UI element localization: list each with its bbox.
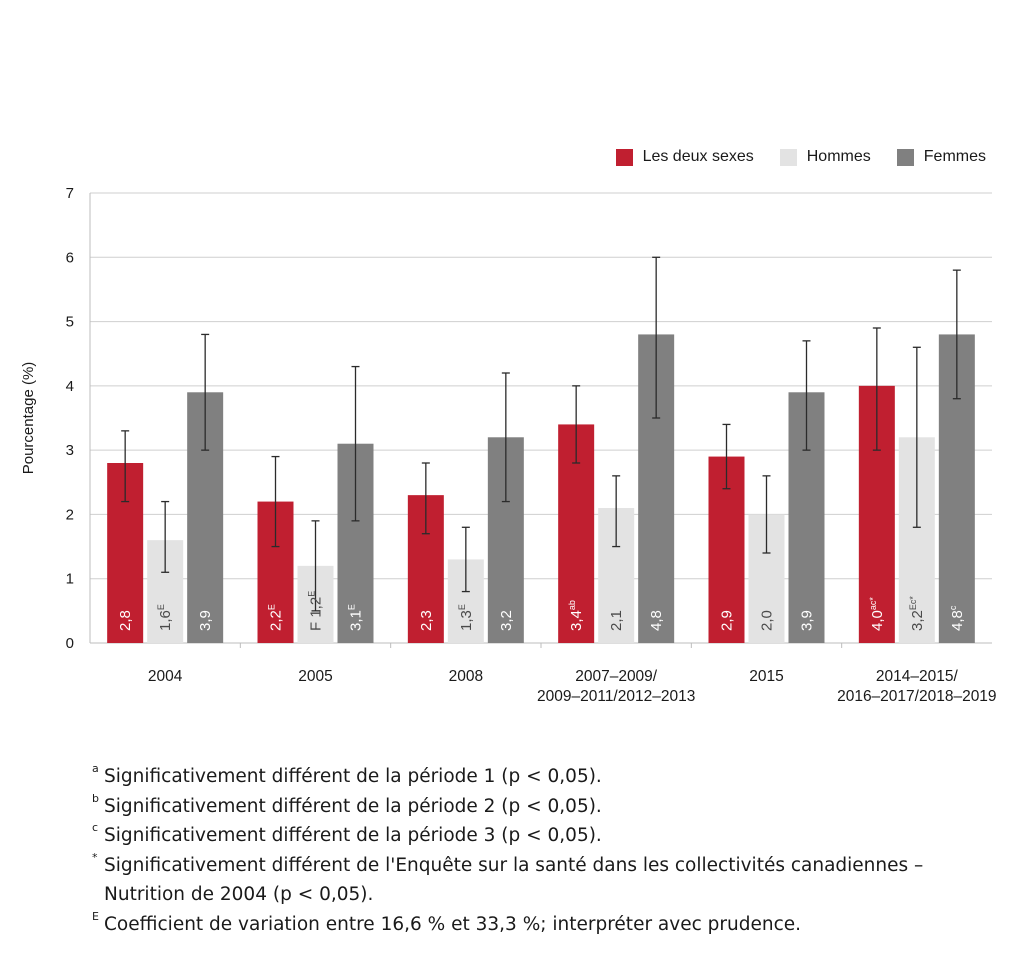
footnote-text: Significativement différent de la périod… <box>104 825 602 846</box>
x-tick-label: 2015 <box>749 668 783 685</box>
data-label: 3,4ab <box>567 600 585 631</box>
data-label-value: 2,8 <box>117 610 134 631</box>
x-tick-label: 2008 <box>449 668 483 685</box>
legend: Les deux sexes Hommes Femmes <box>615 148 986 166</box>
y-tick-label: 4 <box>66 378 74 395</box>
footnote-mark: E <box>92 909 99 923</box>
data-label: 3,2Ec* <box>908 596 926 631</box>
data-label: 4,0ac* <box>868 597 886 631</box>
data-label: 2,3 <box>418 610 435 631</box>
data-label: 1,3E <box>457 604 475 631</box>
data-label-value: 4,8 <box>949 610 966 631</box>
footnote-text: Significativement différent de la périod… <box>104 766 602 787</box>
footnote-b: b Significativement différent de la pério… <box>92 792 992 822</box>
x-tick-label: 2004 <box>148 668 183 685</box>
x-tick-label: 2005 <box>298 668 332 685</box>
data-label-value: 3,2 <box>909 610 926 631</box>
footnote-mark: b <box>92 791 99 805</box>
data-label-value: 3,4 <box>568 610 585 631</box>
data-label-mark: E <box>267 604 277 610</box>
footnote-mark: a <box>92 762 99 775</box>
data-label: 1,6E <box>156 604 174 631</box>
data-label: 2,9 <box>719 610 736 631</box>
data-label-value: 1,6 <box>157 610 174 631</box>
data-label-value: 4,8 <box>648 610 665 631</box>
data-label: 3,2 <box>498 610 515 631</box>
data-label-value: 3,2 <box>498 610 515 631</box>
x-tick-label: 2016–2017/2018–2019 <box>837 688 996 705</box>
legend-label-both: Les deux sexes <box>642 148 754 165</box>
data-label: 2,2E <box>267 604 285 631</box>
footnote-text: Coefficient de variation entre 16,6 % et… <box>104 913 802 935</box>
legend-item-men: Hommes <box>779 148 871 166</box>
data-label: 3,9 <box>799 610 816 631</box>
y-tick-label: 1 <box>66 571 74 588</box>
data-label-mark: E <box>347 604 357 610</box>
data-label-value: 2,9 <box>719 610 736 631</box>
y-tick-label: 6 <box>66 249 74 266</box>
data-label: 3,9 <box>197 610 214 631</box>
footnote-e: E Coefficient de variation entre 16,6 % e… <box>92 910 992 940</box>
legend-item-both: Les deux sexes <box>615 148 754 166</box>
data-label-mark: ab <box>567 600 577 610</box>
x-tick-label: 2009–2011/2012–2013 <box>537 688 695 705</box>
y-tick-label: 5 <box>66 314 74 331</box>
data-label-value: 2,1 <box>608 610 625 631</box>
footnotes: a Significativement différent de la pério… <box>92 762 992 939</box>
data-label-value: 3,9 <box>197 610 214 631</box>
legend-swatch-men <box>779 148 797 166</box>
footnote-c: c Significativement différent de la pério… <box>92 821 992 851</box>
data-label: 2,8 <box>117 610 134 631</box>
data-label-value: 4,0 <box>869 610 886 631</box>
legend-swatch-women <box>896 148 914 166</box>
data-label-mark: E <box>457 604 467 610</box>
y-tick-label: 7 <box>66 185 74 202</box>
footnote-a: a Significativement différent de la pério… <box>92 762 992 792</box>
data-label: F 1,2E <box>307 591 325 631</box>
data-label: 2,1 <box>608 610 625 631</box>
y-tick-label: 2 <box>66 506 74 523</box>
x-tick-label: 2014–2015/ <box>876 668 959 685</box>
footnote-star: * Significativement différent de l'Enquêt… <box>92 851 992 910</box>
footnote-text: Significativement différent de la périod… <box>104 795 602 817</box>
y-tick-label: 0 <box>66 635 74 652</box>
data-label-value: 2,2 <box>268 610 285 631</box>
y-tick-label: 3 <box>66 442 74 459</box>
footnote-mark: c <box>92 821 99 834</box>
data-label: 3,1E <box>347 604 365 631</box>
legend-item-women: Femmes <box>896 148 986 166</box>
data-label-value: 3,1 <box>348 610 365 631</box>
legend-swatch-both <box>615 148 633 166</box>
x-tick-label: 2007–2009/ <box>575 668 658 685</box>
data-label-mark: ac* <box>868 597 878 611</box>
footnote-mark: * <box>92 850 98 864</box>
data-label-mark: E <box>307 591 317 597</box>
data-label-value: 1,2 <box>308 597 325 618</box>
data-label-prefix: F <box>308 618 325 631</box>
legend-label-women: Femmes <box>923 148 986 165</box>
data-label-value: 3,9 <box>799 610 816 631</box>
data-label-value: 2,0 <box>759 610 776 631</box>
data-label: 4,8c <box>948 605 966 631</box>
data-label-mark: E <box>156 604 166 610</box>
data-label-mark: c <box>948 605 958 610</box>
y-axis-label: Pourcentage (%) <box>20 362 37 475</box>
data-label: 4,8 <box>648 610 665 631</box>
data-label-mark: Ec* <box>908 596 918 611</box>
footnote-text: Significativement différent de l'Enquête… <box>104 854 924 906</box>
data-label-value: 2,3 <box>418 610 435 631</box>
legend-label-men: Hommes <box>806 148 871 165</box>
data-label: 2,0 <box>759 610 776 631</box>
data-label-value: 1,3 <box>458 610 475 631</box>
